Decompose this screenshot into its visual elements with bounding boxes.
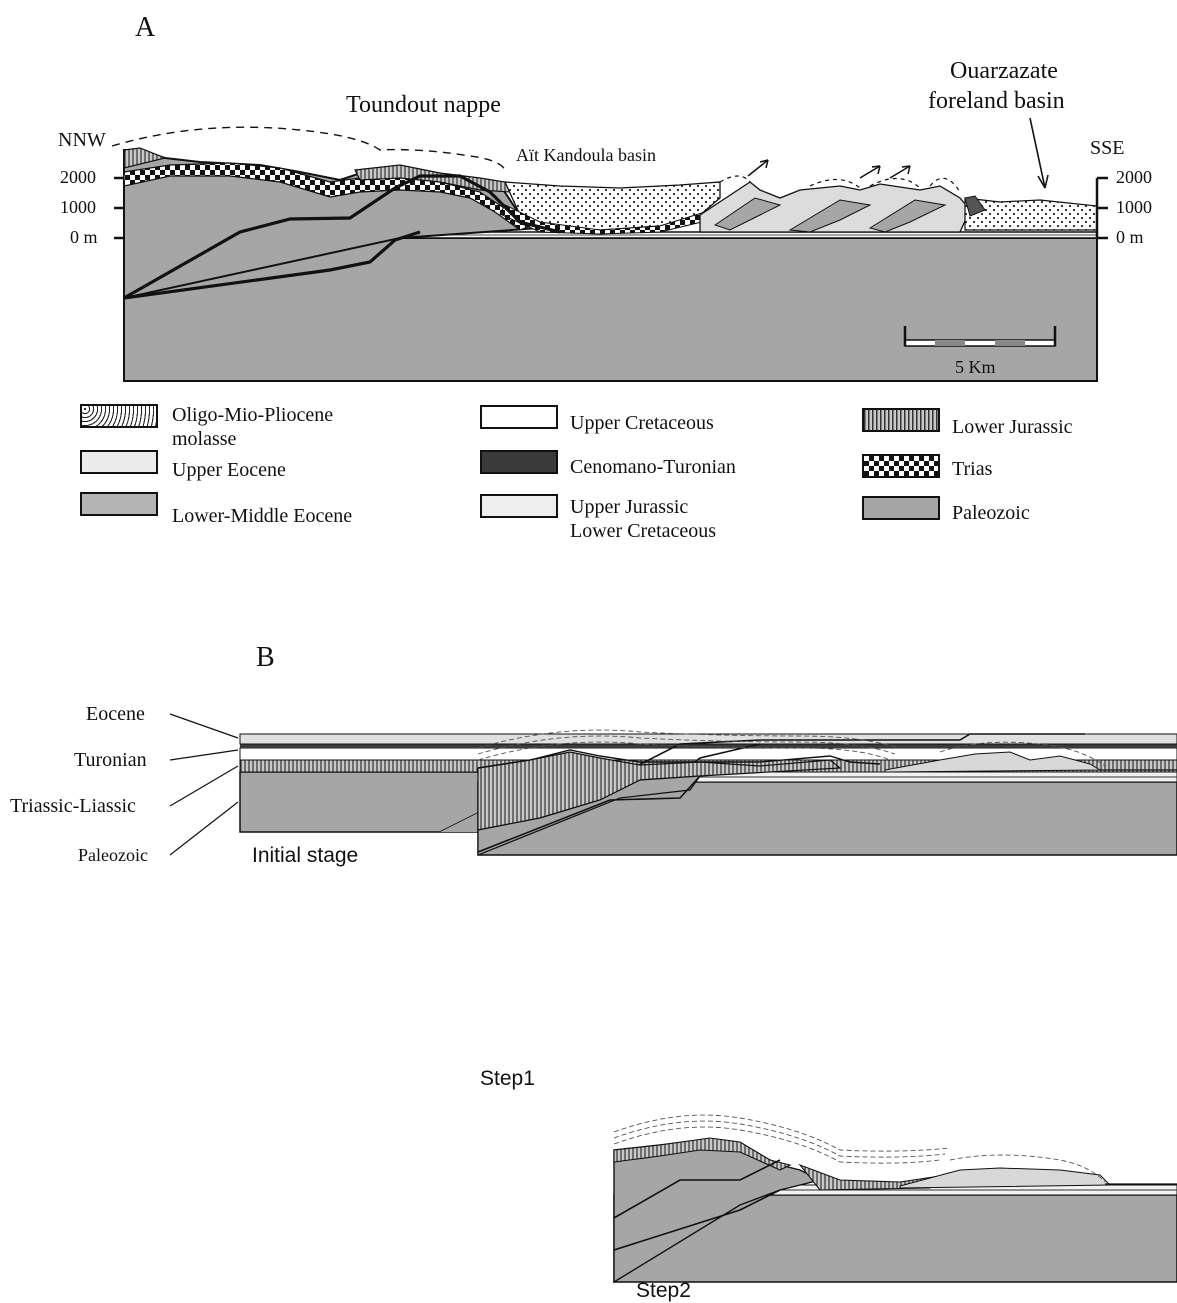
step2-section xyxy=(613,1114,1177,1284)
left-tick-1000: 1000 xyxy=(60,197,96,217)
legend-swatch-upper-eocene xyxy=(80,450,158,474)
legend-swatch-upper-cretaceous xyxy=(480,405,558,429)
right-tick-0: 0 m xyxy=(1116,227,1144,247)
initial-stage-label: Initial stage xyxy=(252,844,359,867)
triassic-liassic-label: Triassic-Liassic xyxy=(10,795,136,817)
legend-label-trias: Trias xyxy=(952,458,993,480)
legend-swatch-molasse xyxy=(80,404,158,428)
thrust-arrow-1 xyxy=(747,159,769,177)
step1-label: Step1 xyxy=(480,1067,535,1090)
panel-b-letter: B xyxy=(256,642,275,673)
legend-label-lower-jurassic: Lower Jurassic xyxy=(952,416,1073,438)
right-tick-2000: 2000 xyxy=(1116,167,1152,187)
foreland-basin-label: foreland basin xyxy=(928,88,1065,114)
thrust-arrow-3 xyxy=(889,165,911,179)
legend-label-upper-jurassic: Upper Jurassic xyxy=(570,496,689,518)
foreland-basin xyxy=(964,197,1098,231)
toundout-nappe-label: Toundout nappe xyxy=(346,92,501,118)
legend-swatch-lower-jurassic xyxy=(862,408,940,432)
scale-label: 5 Km xyxy=(955,357,996,377)
thrust-arrow-2 xyxy=(859,165,881,179)
paleozoic-label: Paleozoic xyxy=(78,845,148,865)
legend-label-upper-eocene: Upper Eocene xyxy=(172,459,286,481)
ouarzazate-label: Ouarzazate xyxy=(950,58,1058,84)
eroded-profile-dashed xyxy=(111,126,506,171)
sse-label: SSE xyxy=(1090,137,1125,159)
legend-swatch-upper-jurassic xyxy=(480,494,558,518)
legend-label-molasse-2: molasse xyxy=(172,428,237,450)
right-tick-1000: 1000 xyxy=(1116,197,1152,217)
foreland-arrow xyxy=(1029,117,1046,189)
step2-label: Step2 xyxy=(636,1279,691,1302)
left-tick-2000: 2000 xyxy=(60,167,96,187)
legend-label-molasse: Oligo-Mio-Pliocene xyxy=(172,404,334,426)
turonian-label: Turonian xyxy=(74,749,147,771)
basal-thrust-line xyxy=(123,230,421,300)
legend-swatch-lower-middle-eocene xyxy=(80,492,158,516)
legend-label-cenomano-turonian: Cenomano-Turonian xyxy=(570,456,736,478)
legend-swatch-cenomano-turonian xyxy=(480,450,558,474)
lower-jurassic-cap xyxy=(123,147,167,169)
eocene-label: Eocene xyxy=(86,703,145,725)
legend-swatch-paleozoic xyxy=(862,496,940,520)
section-a xyxy=(111,117,1108,382)
panel-a-letter: A xyxy=(135,12,156,43)
legend-swatch-trias xyxy=(862,454,940,478)
legend-label-upper-cretaceous: Upper Cretaceous xyxy=(570,412,714,434)
trias-band xyxy=(123,162,532,231)
scale-bar xyxy=(903,326,1057,347)
left-tick-0: 0 m xyxy=(70,227,98,247)
legend-label-lower-cretaceous: Lower Cretaceous xyxy=(570,520,717,542)
step1-section xyxy=(477,729,1177,856)
legend-label-lower-middle-eocene: Lower-Middle Eocene xyxy=(172,505,353,527)
nnw-label: NNW xyxy=(58,129,106,151)
main-thrust-line xyxy=(123,174,561,300)
ait-kandoula-label: Aït Kandoula basin xyxy=(516,145,656,165)
legend-label-paleozoic: Paleozoic xyxy=(952,502,1030,524)
